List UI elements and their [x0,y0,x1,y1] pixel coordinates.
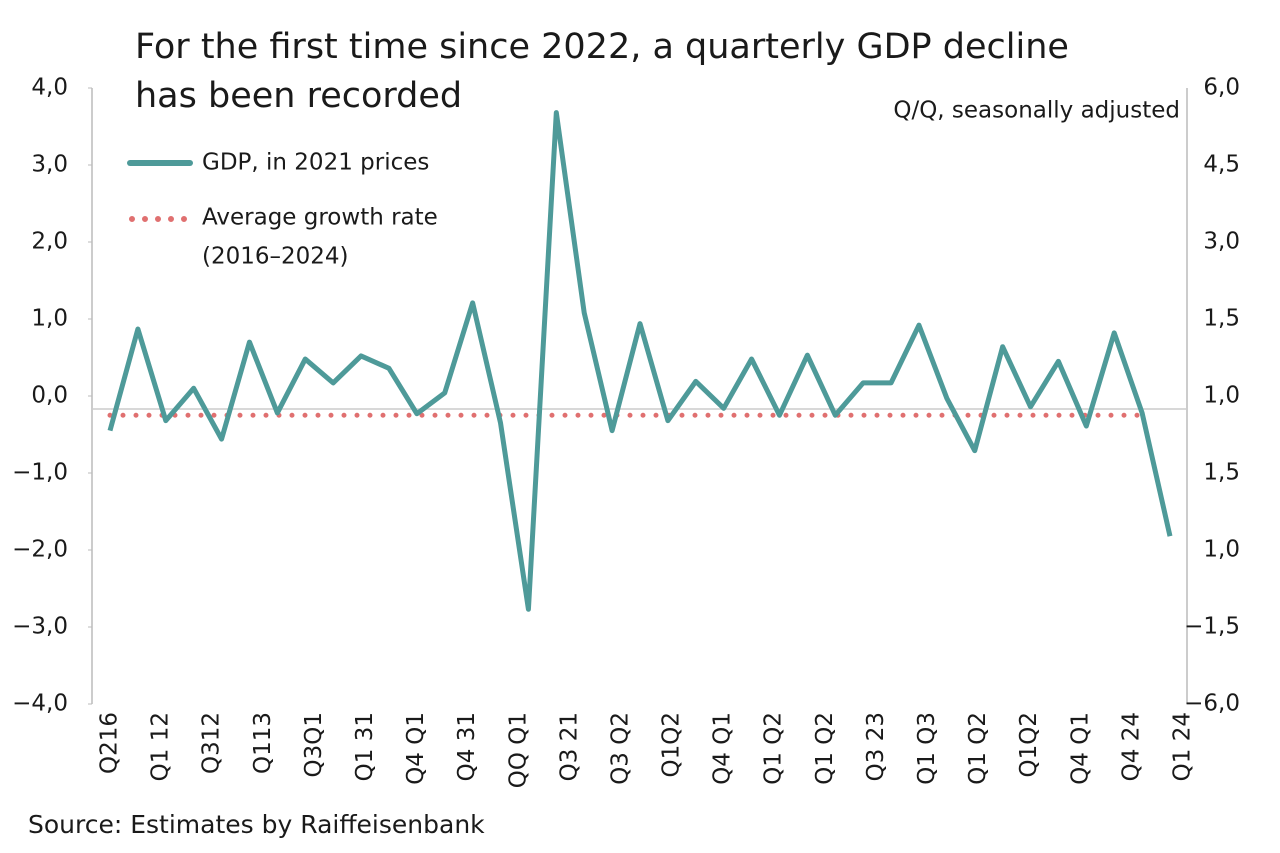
y2-tick-label: −6,0 [1184,691,1240,717]
y-tick-label: 1,0 [31,306,68,332]
x-tick-label: Q1Q2 [1016,712,1042,777]
y2-tick-label: 1,5 [1203,460,1240,486]
x-tick-label: Q4 24 [1118,712,1144,781]
y-tick-label: −1,0 [12,460,68,486]
chart-title: has been recorded [135,76,462,116]
x-tick-label: Q113 [250,712,276,774]
y-tick-label: 2,0 [31,229,68,255]
x-tick-label: Q1Q2 [659,712,685,777]
x-tick-label: Q1 Q2 [761,712,787,785]
x-tick-label: Q1 Q2 [812,712,838,785]
x-tick-label: Q3 Q2 [607,712,633,785]
x-tick-label: Q1 Q3 [914,712,940,785]
x-tick-label: Q3Q1 [301,712,327,777]
x-tick-label: Q216 [97,712,123,774]
x-tick-label: Q4 31 [454,712,480,781]
y2-tick-label: 1,5 [1203,306,1240,332]
x-tick-label: Q3 21 [556,712,582,781]
y2-tick-label: 1,0 [1203,383,1240,409]
y-tick-label: −4,0 [12,691,68,717]
x-tick-label: Q1 24 [1170,712,1196,781]
x-tick-label: Q4 Q1 [1067,712,1093,785]
y2-tick-label: 6,0 [1203,75,1240,101]
y-tick-label: 0,0 [31,383,68,409]
gdp-line [107,110,1173,612]
legend-label: Average growth rate [202,205,438,231]
x-tick-label: Q312 [199,712,225,774]
y2-tick-label: 1,0 [1203,537,1240,563]
y2-tick-label: −1,5 [1184,614,1240,640]
x-tick-label: QQ Q1 [505,712,531,788]
y-tick-label: 4,0 [31,75,68,101]
x-tick-label: Q3 23 [863,712,889,781]
x-tick-label: Q1 Q2 [965,712,991,785]
y-tick-label: −3,0 [12,614,68,640]
legend-label: (2016–2024) [202,244,349,270]
source: Source: Estimates by Raiffeisenbank [28,810,485,839]
y2-tick-label: 3,0 [1203,229,1240,255]
chart-title: For the first time since 2022, a quarter… [135,27,1069,67]
x-tick-label: Q4 Q1 [403,712,429,785]
x-tick-label: Q1 31 [352,712,378,781]
x-tick-label: Q1 12 [148,712,174,781]
legend-label: GDP, in 2021 prices [202,150,429,176]
y2-tick-label: 4,5 [1203,152,1240,178]
x-tick-label: Q4 Q1 [710,712,736,785]
y-tick-label: 3,0 [31,152,68,178]
y-tick-label: −2,0 [12,537,68,563]
subtitle: Q/Q, seasonally adjusted [893,98,1180,124]
